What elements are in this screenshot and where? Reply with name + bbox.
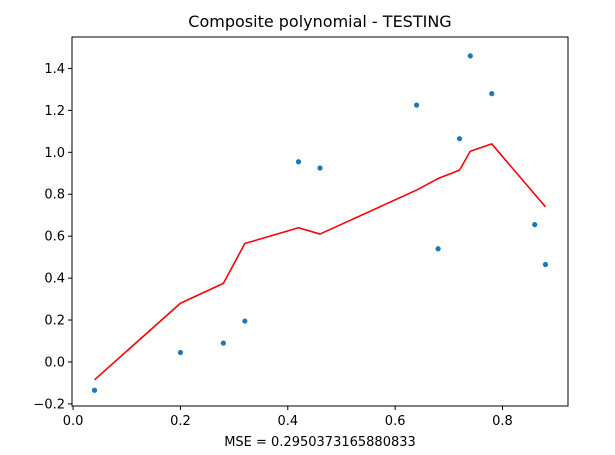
y-tick-label: 1.0 [44, 146, 65, 161]
y-tick-label: 1.2 [44, 104, 65, 119]
y-tick-label: 0.6 [44, 230, 65, 245]
scatter-point [542, 261, 549, 268]
scatter-point [456, 136, 463, 142]
scatter-point [91, 387, 98, 393]
y-tick-label: 0.4 [44, 272, 65, 287]
scatter-point [220, 340, 226, 346]
scatter-point [532, 222, 538, 228]
y-tick-label: 0.0 [44, 355, 65, 370]
scatter-point [467, 53, 473, 59]
x-tick-label: 0.0 [63, 414, 84, 429]
x-tick-label: 0.8 [492, 414, 513, 429]
y-tick-label: 1.4 [44, 62, 65, 77]
x-axis: 0.0 0.2 0.4 0.6 0.8 [63, 406, 513, 429]
scatter-point [242, 318, 248, 324]
y-tick-label: 0.2 [44, 314, 65, 329]
scatter-point [317, 165, 323, 171]
plot-frame [71, 36, 569, 407]
x-tick-label: 0.2 [170, 414, 191, 429]
x-tick-label: 0.4 [277, 414, 298, 429]
chart-title: Composite polynomial - TESTING [188, 12, 451, 31]
scatter-series [91, 53, 549, 393]
scatter-point [414, 102, 420, 108]
y-tick-label: 0.8 [44, 188, 65, 203]
scatter-point [295, 159, 302, 165]
scatter-point [177, 349, 184, 356]
y-tick-label: −0.2 [33, 397, 65, 412]
x-axis-label: MSE = 0.2950373165880833 [224, 435, 416, 450]
plot-area [91, 53, 549, 393]
scatter-point [435, 246, 441, 252]
x-tick-label: 0.6 [385, 414, 406, 429]
y-axis: −0.2 0.0 0.2 0.4 0.6 0.8 1.0 1.2 1.4 [33, 62, 72, 412]
scatter-point [489, 91, 495, 97]
fitted-line [94, 143, 547, 381]
